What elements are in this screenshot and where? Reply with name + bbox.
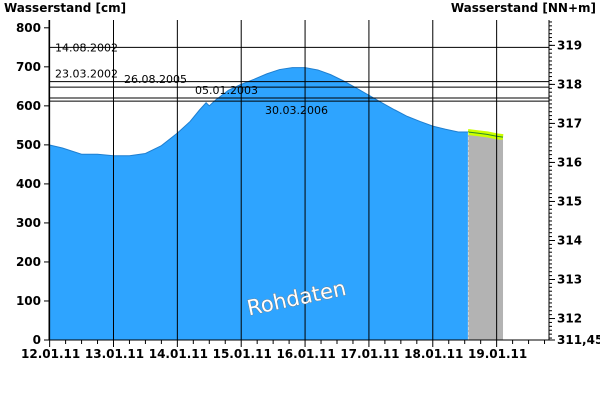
x-tick-label: 19.01.11 bbox=[468, 347, 527, 361]
x-tick-label: 14.01.11 bbox=[149, 347, 208, 361]
area-layer bbox=[48, 67, 468, 341]
water-level-area bbox=[49, 67, 468, 341]
y-right-tick-label: 316 bbox=[557, 155, 582, 169]
x-tick-label: 12.01.11 bbox=[21, 347, 80, 361]
y-tick-label: 800 bbox=[16, 21, 41, 35]
y-right-tick-label: 315 bbox=[557, 194, 582, 208]
axes: 12.01.11 13.01.11 14.01.11 15.01.11 16.01.11… bbox=[16, 20, 600, 361]
y-axis-title: Wasserstand [cm] bbox=[4, 1, 126, 15]
event-label: 14.08.2002 bbox=[55, 41, 118, 54]
y-right-tick-label: 311,45 bbox=[557, 333, 600, 347]
x-tick-label: 15.01.11 bbox=[213, 347, 272, 361]
y-right-tick-label: 313 bbox=[557, 273, 582, 287]
event-label: 23.03.2002 bbox=[55, 68, 118, 81]
y-right-tick-label: 312 bbox=[557, 312, 582, 326]
y-tick-label: 0 bbox=[33, 333, 41, 347]
x-tick-label: 18.01.11 bbox=[404, 347, 463, 361]
gridlines bbox=[49, 20, 498, 340]
y-right-tick-label: 319 bbox=[557, 38, 582, 52]
event-label: 30.03.2006 bbox=[265, 104, 328, 117]
forecast-line bbox=[467, 131, 504, 138]
event-label: 26.08.2005 bbox=[124, 73, 187, 86]
event-lines: 14.08.2002 23.03.2002 26.08.2005 05.01.2003… bbox=[49, 41, 549, 117]
y-tick-label: 600 bbox=[16, 99, 41, 113]
x-tick-label: 13.01.11 bbox=[85, 347, 144, 361]
forecast-layer bbox=[467, 129, 504, 340]
y-right-tick-label: 317 bbox=[557, 116, 582, 130]
y-tick-label: 700 bbox=[16, 60, 41, 74]
y-axis-right-title: Wasserstand [NN+m] bbox=[451, 1, 596, 15]
y-right-tick-label: 314 bbox=[557, 233, 582, 247]
y-tick-label: 500 bbox=[16, 138, 41, 152]
y-tick-label: 100 bbox=[16, 294, 41, 308]
event-label: 05.01.2003 bbox=[195, 84, 258, 97]
y-tick-label: 200 bbox=[16, 255, 41, 269]
y-tick-label: 400 bbox=[16, 177, 41, 191]
y-right-tick-label: 318 bbox=[557, 77, 582, 91]
forecast-area bbox=[467, 132, 504, 340]
y-tick-label: 300 bbox=[16, 216, 41, 230]
water-level-line bbox=[48, 67, 468, 157]
x-tick-label: 17.01.11 bbox=[340, 347, 399, 361]
x-tick-label: 16.01.11 bbox=[276, 347, 335, 361]
